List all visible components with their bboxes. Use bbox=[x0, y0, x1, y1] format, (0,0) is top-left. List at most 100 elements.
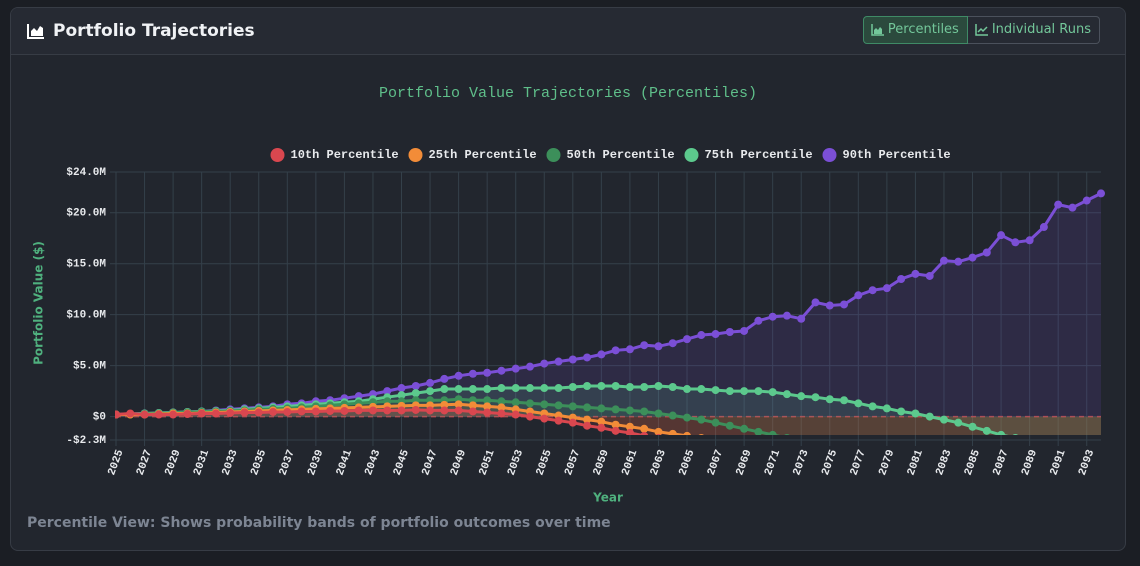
data-point bbox=[683, 385, 692, 394]
data-point bbox=[1083, 498, 1091, 506]
plot-area bbox=[115, 189, 1105, 506]
data-point bbox=[611, 346, 620, 355]
data-point bbox=[497, 397, 506, 406]
data-point bbox=[511, 410, 520, 419]
x-tick-label: 2071 bbox=[763, 448, 783, 477]
data-point bbox=[625, 406, 634, 415]
x-tick-label: 2037 bbox=[277, 448, 297, 477]
data-point bbox=[811, 440, 819, 448]
data-point bbox=[825, 395, 834, 404]
data-point bbox=[882, 284, 891, 293]
data-point bbox=[568, 418, 577, 427]
data-point bbox=[1097, 457, 1105, 465]
data-point bbox=[540, 384, 549, 393]
data-point bbox=[340, 406, 349, 415]
data-point bbox=[668, 383, 677, 392]
chart: Portfolio Value Trajectories (Percentile… bbox=[32, 85, 1105, 506]
data-point bbox=[725, 421, 734, 430]
data-point bbox=[454, 371, 463, 380]
data-point bbox=[784, 433, 790, 435]
x-tick-label: 2061 bbox=[620, 448, 640, 477]
data-point bbox=[568, 402, 577, 411]
x-tick-label: 2073 bbox=[791, 448, 811, 477]
data-point bbox=[1068, 487, 1076, 495]
data-point bbox=[440, 374, 449, 383]
x-tick-label: 2055 bbox=[534, 448, 554, 477]
data-point bbox=[825, 301, 834, 310]
data-point bbox=[411, 381, 420, 390]
data-point bbox=[683, 335, 692, 344]
x-tick-label: 2063 bbox=[649, 448, 669, 477]
data-point bbox=[1068, 495, 1076, 503]
data-point bbox=[768, 388, 777, 397]
data-point bbox=[655, 433, 662, 435]
data-point bbox=[240, 408, 249, 417]
data-point bbox=[897, 458, 905, 466]
data-point bbox=[1082, 196, 1091, 205]
data-point bbox=[597, 381, 606, 390]
data-point bbox=[711, 386, 720, 395]
data-point bbox=[483, 408, 492, 417]
data-point bbox=[640, 431, 649, 435]
x-tick-label: 2069 bbox=[734, 448, 754, 477]
data-point bbox=[940, 495, 948, 503]
area-fill bbox=[116, 386, 1101, 435]
x-tick-label: 2053 bbox=[506, 448, 526, 477]
data-point bbox=[1039, 223, 1048, 232]
series-line bbox=[115, 192, 1102, 416]
individual-runs-button[interactable]: Individual Runs bbox=[967, 16, 1100, 44]
data-point bbox=[668, 429, 677, 435]
data-point bbox=[982, 426, 991, 435]
x-tick-label: 2093 bbox=[1077, 448, 1097, 477]
data-point bbox=[440, 406, 449, 415]
x-tick-label: 2077 bbox=[849, 448, 869, 477]
data-point bbox=[669, 437, 677, 445]
y-tick-label: $0 bbox=[93, 411, 106, 423]
x-tick-label: 2087 bbox=[991, 448, 1011, 477]
data-point bbox=[925, 412, 934, 421]
data-point bbox=[654, 427, 663, 435]
data-point bbox=[711, 418, 720, 427]
data-point bbox=[883, 483, 891, 491]
data-point bbox=[625, 422, 634, 431]
data-point bbox=[783, 446, 791, 454]
x-tick-label: 2041 bbox=[335, 448, 355, 477]
data-point bbox=[297, 407, 306, 416]
data-point bbox=[283, 407, 292, 416]
percentiles-button[interactable]: Percentiles bbox=[862, 16, 968, 44]
legend-label: 10th Percentile bbox=[291, 148, 399, 162]
data-point bbox=[654, 409, 663, 418]
data-point bbox=[440, 400, 449, 409]
data-point bbox=[611, 405, 620, 414]
card-title: Portfolio Trajectories bbox=[53, 21, 255, 41]
data-point bbox=[483, 368, 492, 377]
data-point bbox=[697, 415, 706, 424]
data-point bbox=[468, 369, 477, 378]
data-point bbox=[411, 389, 420, 398]
x-tick-label: 2027 bbox=[135, 448, 155, 477]
series-line bbox=[116, 402, 692, 435]
data-point bbox=[483, 385, 492, 394]
data-point bbox=[911, 269, 920, 278]
x-tick-label: 2075 bbox=[820, 448, 840, 477]
legend-swatch bbox=[408, 148, 423, 162]
data-point bbox=[640, 383, 649, 392]
data-point bbox=[740, 326, 749, 335]
data-point bbox=[440, 385, 449, 394]
data-point bbox=[454, 400, 463, 409]
data-point bbox=[568, 355, 577, 364]
data-point bbox=[511, 364, 520, 373]
data-point bbox=[525, 412, 534, 421]
data-point bbox=[397, 406, 406, 415]
data-point bbox=[525, 399, 534, 408]
data-point bbox=[840, 300, 849, 309]
x-tick-label: 2059 bbox=[592, 448, 612, 477]
button-label: Individual Runs bbox=[991, 22, 1091, 37]
view-toggle: Percentiles Individual Runs bbox=[862, 16, 1100, 44]
x-tick-label: 2035 bbox=[249, 448, 269, 477]
x-tick-label: 2083 bbox=[934, 448, 954, 477]
data-point bbox=[697, 443, 705, 451]
data-point bbox=[1011, 479, 1019, 487]
data-point bbox=[954, 471, 962, 479]
data-point bbox=[311, 407, 320, 416]
